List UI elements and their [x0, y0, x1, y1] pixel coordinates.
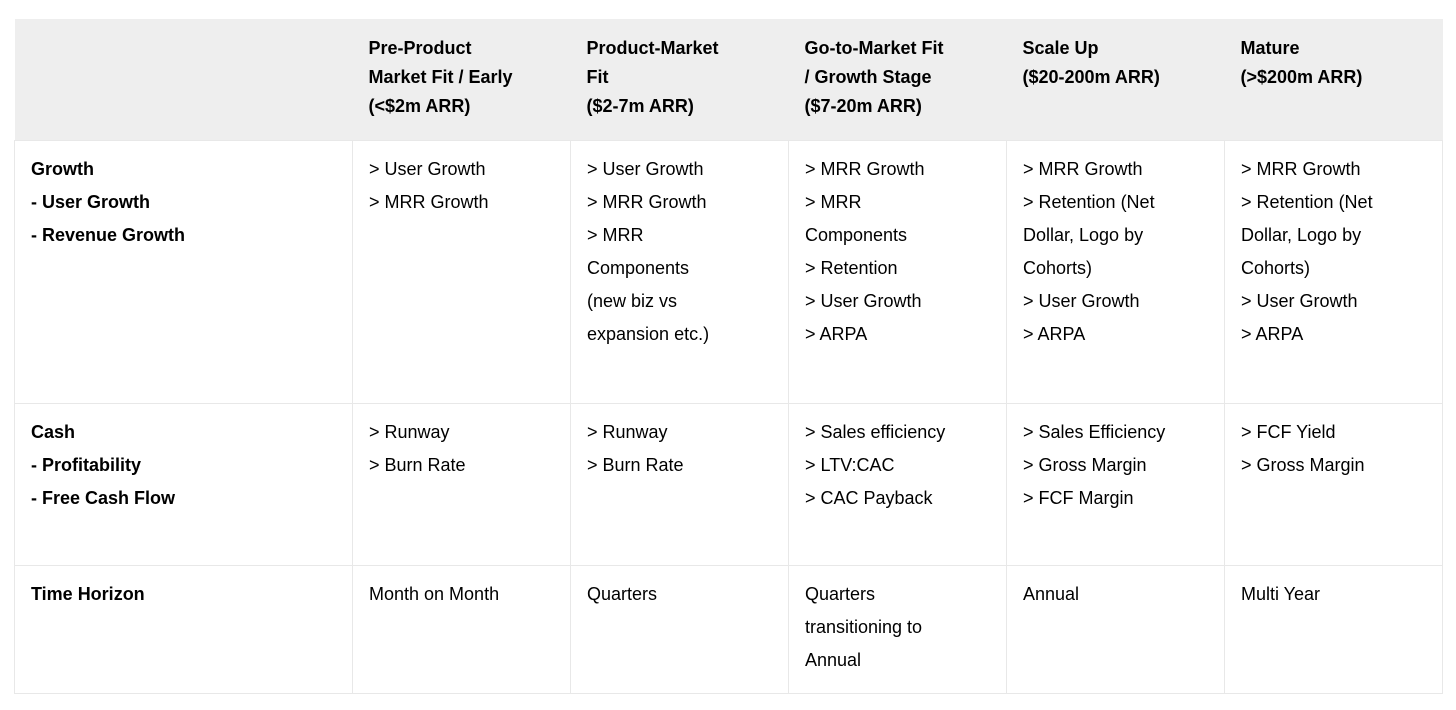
table-cell-horizon-mature: Multi Year: [1224, 564, 1443, 694]
table-cell-cash-product-market-fit: > Runway > Burn Rate: [570, 402, 789, 566]
header-cell-mature: Mature (>$200m ARR): [1224, 19, 1443, 140]
stage-metrics-table: Pre-Product Market Fit / Early (<$2m ARR…: [14, 19, 1443, 694]
table-cell-cash-scale-up: > Sales Efficiency > Gross Margin > FCF …: [1006, 402, 1225, 566]
table-cell-horizon-go-to-market: Quarters transitioning to Annual: [788, 564, 1007, 694]
table-cell-growth-pre-product: > User Growth > MRR Growth: [352, 139, 571, 404]
header-cell-empty: [14, 19, 353, 140]
table-row-cash: Cash - Profitability - Free Cash Flow > …: [14, 402, 1443, 566]
table-cell-growth-scale-up: > MRR Growth > Retention (Net Dollar, Lo…: [1006, 139, 1225, 404]
table-cell-growth-mature: > MRR Growth > Retention (Net Dollar, Lo…: [1224, 139, 1443, 404]
table-cell-growth-go-to-market: > MRR Growth > MRR Components > Retentio…: [788, 139, 1007, 404]
header-cell-product-market-fit: Product-Market Fit ($2-7m ARR): [570, 19, 789, 140]
table-row-time-horizon: Time Horizon Month on Month Quarters Qua…: [14, 564, 1443, 694]
header-cell-go-to-market-fit: Go-to-Market Fit / Growth Stage ($7-20m …: [788, 19, 1007, 140]
table-row-growth: Growth - User Growth - Revenue Growth > …: [14, 139, 1443, 404]
table-cell-horizon-scale-up: Annual: [1006, 564, 1225, 694]
table-cell-horizon-product-market-fit: Quarters: [570, 564, 789, 694]
table-header-row: Pre-Product Market Fit / Early (<$2m ARR…: [14, 19, 1443, 140]
stage-metrics-table-container: Pre-Product Market Fit / Early (<$2m ARR…: [14, 19, 1443, 694]
table-cell-cash-mature: > FCF Yield > Gross Margin: [1224, 402, 1443, 566]
table-cell-growth-product-market-fit: > User Growth > MRR Growth > MRR Compone…: [570, 139, 789, 404]
table-cell-horizon-pre-product: Month on Month: [352, 564, 571, 694]
table-cell-cash-pre-product: > Runway > Burn Rate: [352, 402, 571, 566]
header-cell-pre-product-market-fit: Pre-Product Market Fit / Early (<$2m ARR…: [352, 19, 571, 140]
row-label-time-horizon: Time Horizon: [14, 564, 353, 694]
table-cell-cash-go-to-market: > Sales efficiency > LTV:CAC > CAC Payba…: [788, 402, 1007, 566]
header-cell-scale-up: Scale Up ($20-200m ARR): [1006, 19, 1225, 140]
row-label-growth: Growth - User Growth - Revenue Growth: [14, 139, 353, 404]
row-label-cash: Cash - Profitability - Free Cash Flow: [14, 402, 353, 566]
